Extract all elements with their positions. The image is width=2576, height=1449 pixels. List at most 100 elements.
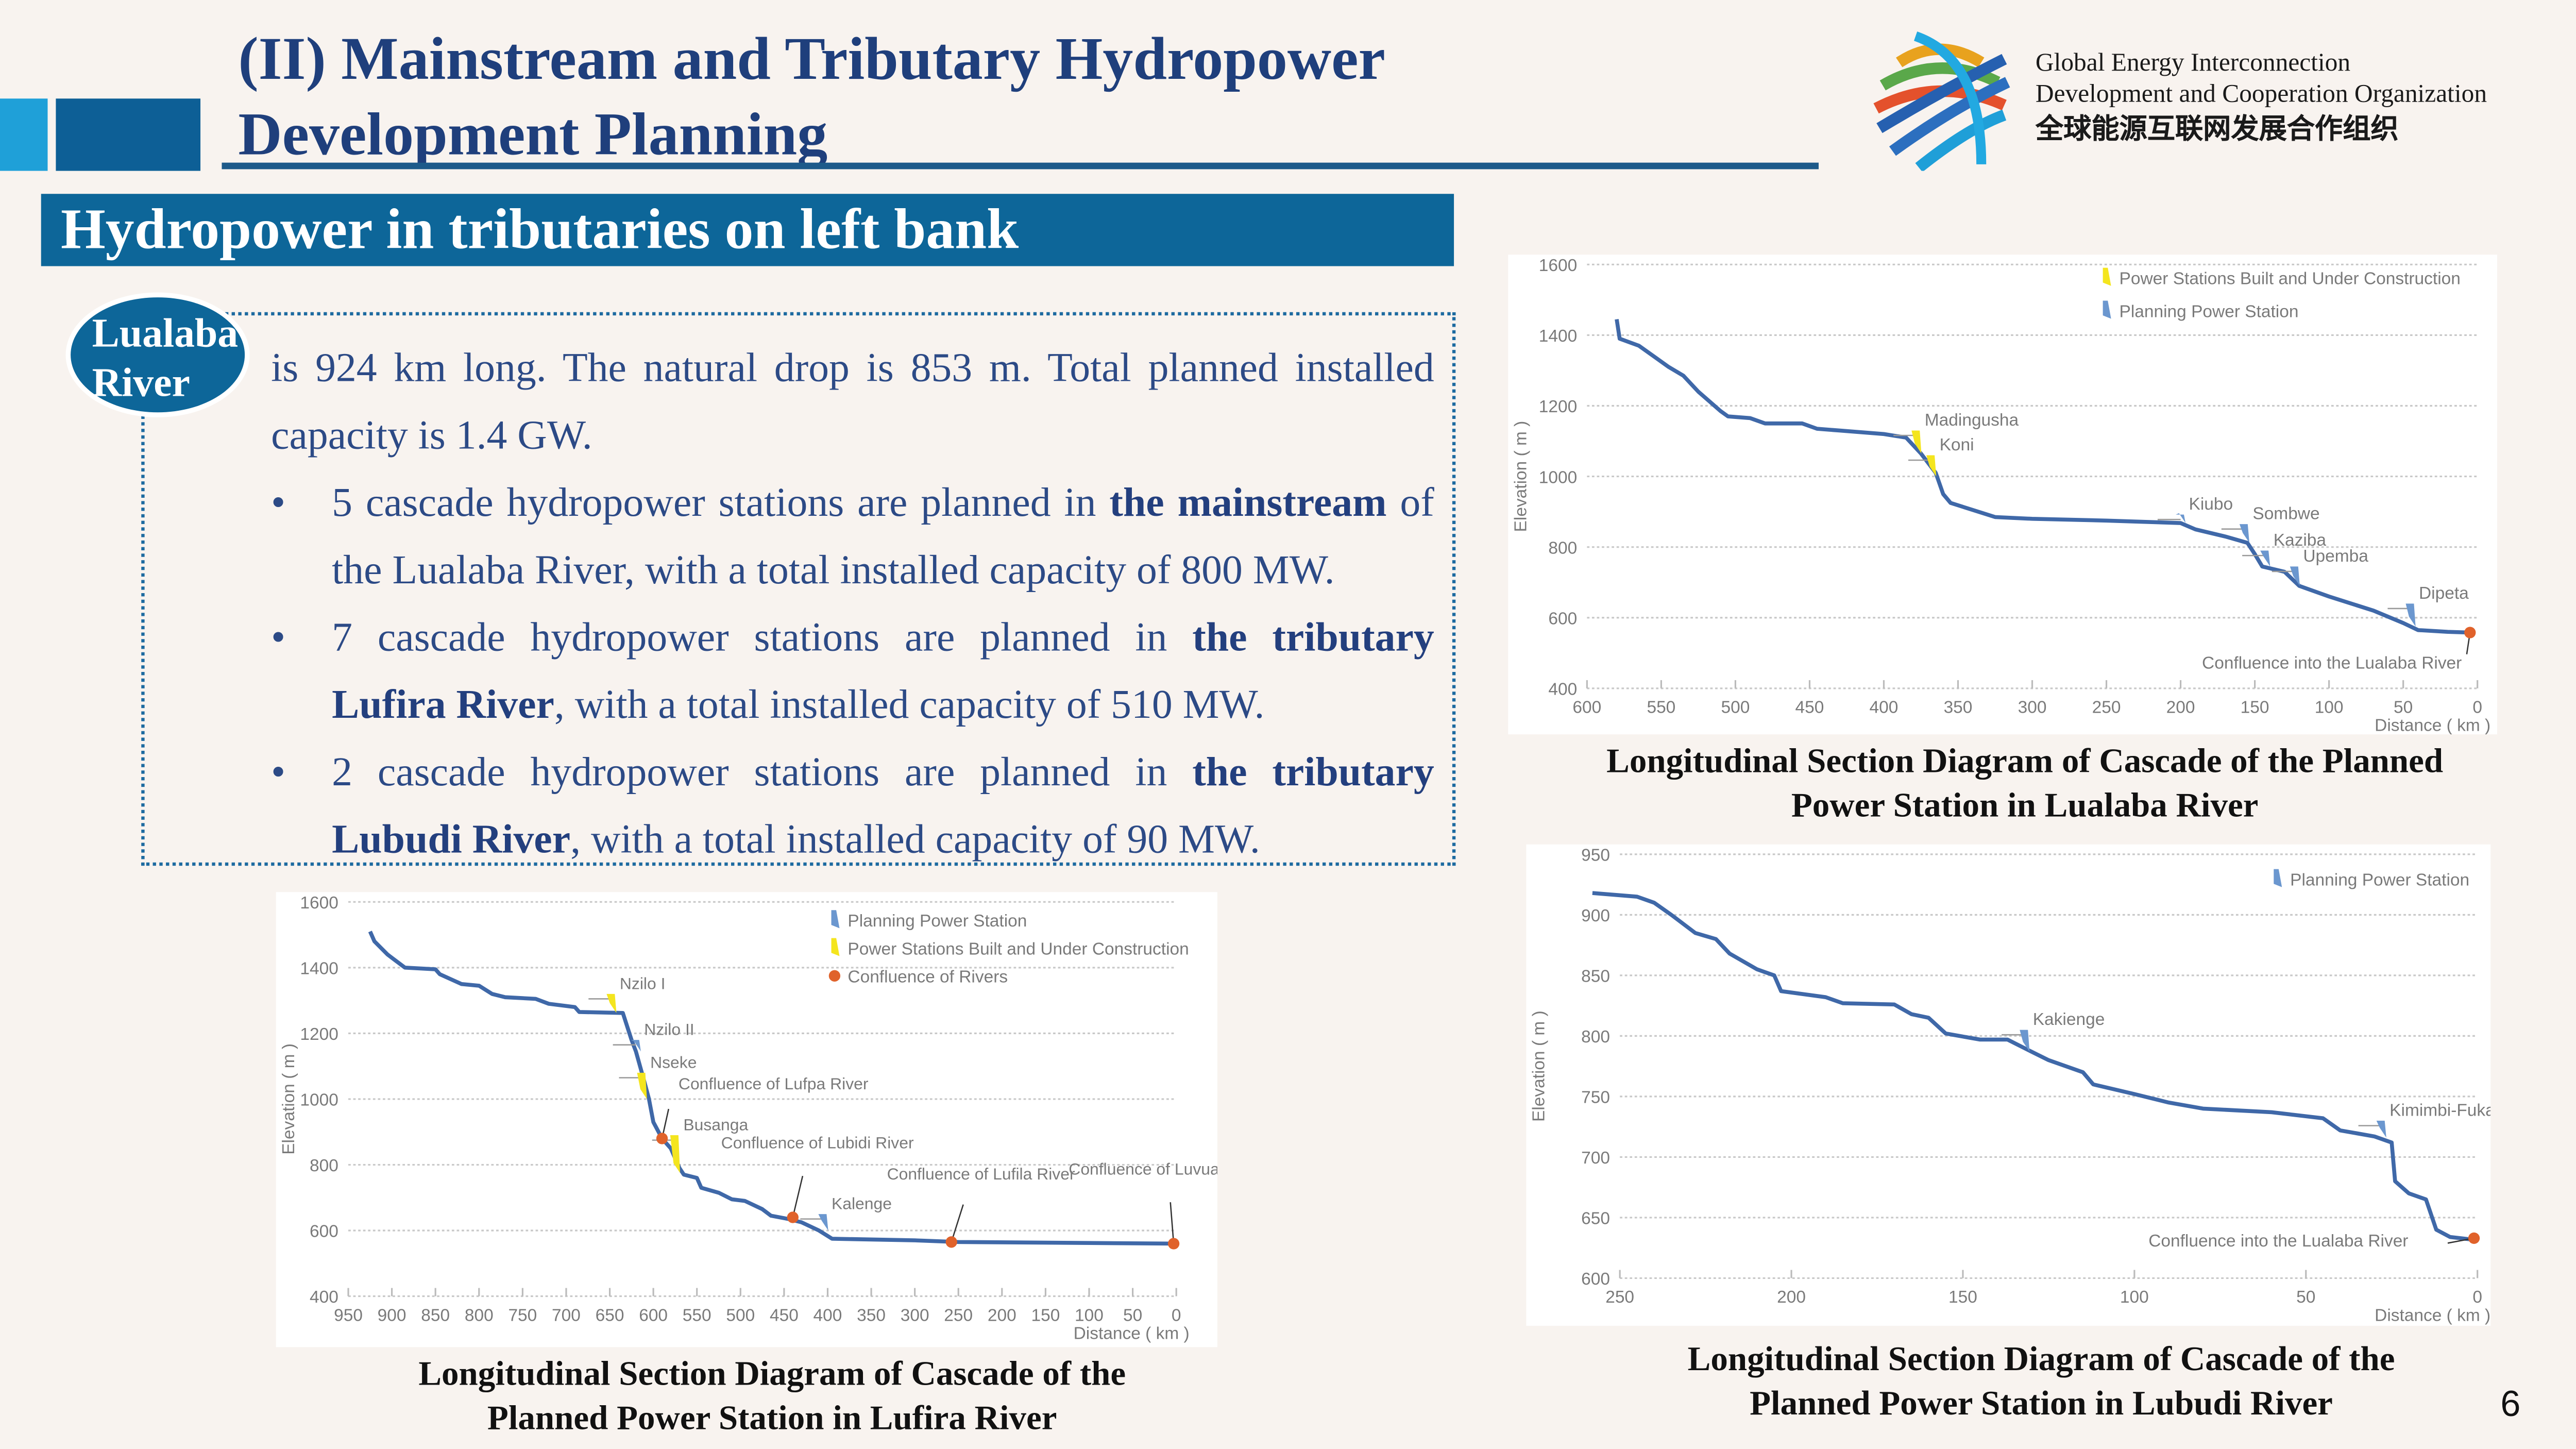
- x-tick-label: 150: [1948, 1288, 1977, 1307]
- power-station-marker: [1911, 430, 1922, 454]
- y-tick-label: 1200: [1539, 397, 1577, 416]
- station-label: Kiubo: [2189, 495, 2233, 514]
- x-tick-label: 150: [1031, 1306, 1060, 1325]
- confluence-marker: [787, 1211, 799, 1223]
- legend-label: Planning Power Station: [2290, 870, 2469, 889]
- x-tick-label: 50: [2394, 698, 2413, 717]
- built-station-legend-icon: [831, 938, 840, 956]
- bullet-icon: •: [271, 616, 286, 661]
- power-station-marker: [2376, 1120, 2386, 1138]
- x-tick-label: 500: [1721, 698, 1750, 717]
- y-tick-label: 600: [1581, 1270, 1610, 1289]
- y-tick-label: 650: [1581, 1209, 1610, 1228]
- power-station-marker: [818, 1214, 828, 1231]
- river-profile-line: [1592, 891, 2471, 1242]
- lubudi-profile-chart: 600 650 700 750 800 850 900 950 250 200 150 100 50 0D…: [1526, 844, 2491, 1326]
- y-tick-label: 600: [1548, 610, 1577, 629]
- x-tick-label: 450: [1795, 698, 1824, 717]
- y-tick-label: 750: [1581, 1088, 1610, 1107]
- confluence-marker: [2464, 627, 2476, 638]
- x-tick-label: 850: [421, 1306, 450, 1325]
- station-label: Madingusha: [1925, 411, 2019, 430]
- bullet-icon: •: [271, 481, 286, 526]
- bullet-item: • 5 cascade hydropower stations are plann…: [271, 470, 1434, 604]
- x-tick-label: 600: [1572, 698, 1601, 717]
- x-tick-label: 200: [1777, 1288, 1806, 1307]
- x-tick-label: 0: [1172, 1306, 1181, 1325]
- y-tick-label: 600: [310, 1222, 338, 1241]
- x-tick-label: 600: [639, 1306, 668, 1325]
- y-axis-label: Elevation ( m ): [1511, 421, 1530, 532]
- y-tick-label: 850: [1581, 967, 1610, 986]
- organization-name: Global Energy Interconnection Developmen…: [2036, 47, 2487, 149]
- confluence-label: Confluence of Luvua River: [1069, 1160, 1217, 1178]
- y-tick-label: 900: [1581, 906, 1610, 925]
- bullet-text: 7 cascade hydropower stations are planne…: [332, 616, 1193, 661]
- y-tick-label: 800: [310, 1156, 338, 1175]
- bullet-text: of the Lualaba River, with a total insta…: [332, 481, 1434, 593]
- confluence-label: Confluence of Lubidi River: [721, 1134, 914, 1152]
- y-tick-label: 400: [310, 1288, 338, 1307]
- confluence-marker: [945, 1236, 957, 1248]
- x-tick-label: 250: [2092, 698, 2121, 717]
- confluence-label: Confluence of Lufpa River: [679, 1074, 869, 1093]
- x-tick-label: 550: [683, 1306, 711, 1325]
- y-tick-label: 800: [1548, 538, 1577, 558]
- x-tick-label: 300: [2018, 698, 2047, 717]
- x-axis-label: Distance ( km ): [1074, 1324, 1190, 1343]
- x-tick-label: 400: [814, 1306, 842, 1325]
- confluence-marker: [656, 1133, 668, 1144]
- confluence-marker: [1167, 1238, 1180, 1250]
- station-label: Kimimbi-Fuka: [2389, 1101, 2490, 1120]
- power-station-marker: [2176, 513, 2186, 524]
- power-station-marker: [2239, 524, 2250, 543]
- power-station-marker: [2405, 603, 2416, 627]
- geidco-logo-icon: [1873, 31, 2010, 171]
- x-axis-label: Distance ( km ): [2375, 716, 2490, 734]
- bullet-emphasis: the mainstream: [1109, 481, 1387, 526]
- station-label: Nseke: [650, 1053, 697, 1071]
- bullet-text: , with a total installed capacity of 90 …: [570, 818, 1260, 863]
- station-label: Busanga: [683, 1115, 748, 1134]
- title-line-2: Development Planning: [238, 102, 828, 170]
- legend-label: Planning Power Station: [848, 912, 1027, 931]
- station-label: Kalenge: [832, 1194, 892, 1213]
- x-tick-label: 650: [596, 1306, 624, 1325]
- x-tick-label: 200: [988, 1306, 1016, 1325]
- y-tick-label: 950: [1581, 846, 1610, 865]
- station-label: Kaziba: [2274, 531, 2327, 550]
- legend-label: Power Stations Built and Under Construct…: [848, 939, 1189, 958]
- river-profile-line: [368, 931, 1177, 1246]
- planned-station-legend-icon: [831, 910, 840, 929]
- x-tick-label: 0: [2472, 1288, 2482, 1307]
- x-tick-label: 900: [378, 1306, 406, 1325]
- confluence-label: Confluence into the Lualaba River: [2148, 1232, 2408, 1251]
- power-station-marker: [2290, 566, 2300, 586]
- planned-station-legend-icon: [2274, 869, 2282, 887]
- station-label: Upemba: [2303, 547, 2368, 566]
- station-label: Nzilo II: [644, 1020, 694, 1039]
- decor-square-dark: [56, 98, 201, 171]
- x-tick-label: 400: [1870, 698, 1899, 717]
- power-station-marker: [2260, 550, 2270, 567]
- x-tick-label: 800: [465, 1306, 494, 1325]
- bullet-text: 5 cascade hydropower stations are planne…: [332, 481, 1110, 526]
- intro-text: is 924 km long. The natural drop is 853 …: [271, 346, 1434, 459]
- x-tick-label: 250: [1605, 1288, 1634, 1307]
- lualaba-chart-caption: Longitudinal Section Diagram of Cascade …: [1606, 740, 2444, 825]
- y-tick-label: 1600: [1539, 256, 1577, 275]
- legend-label: Planning Power Station: [2120, 302, 2299, 321]
- power-station-marker: [631, 1040, 641, 1052]
- y-axis-label: Elevation ( m ): [279, 1043, 298, 1155]
- bullet-emphasis: the tributary Lufira River: [332, 616, 1434, 728]
- station-label: Sombwe: [2252, 504, 2319, 524]
- decor-square-light: [0, 98, 48, 171]
- confluence-arrow: [951, 1204, 964, 1242]
- badge-line-1: Lualaba: [92, 312, 239, 357]
- y-tick-label: 1000: [1539, 468, 1577, 487]
- x-tick-label: 100: [2120, 1288, 2149, 1307]
- x-tick-label: 300: [901, 1306, 929, 1325]
- y-tick-label: 700: [1581, 1149, 1610, 1168]
- x-tick-label: 350: [1944, 698, 1973, 717]
